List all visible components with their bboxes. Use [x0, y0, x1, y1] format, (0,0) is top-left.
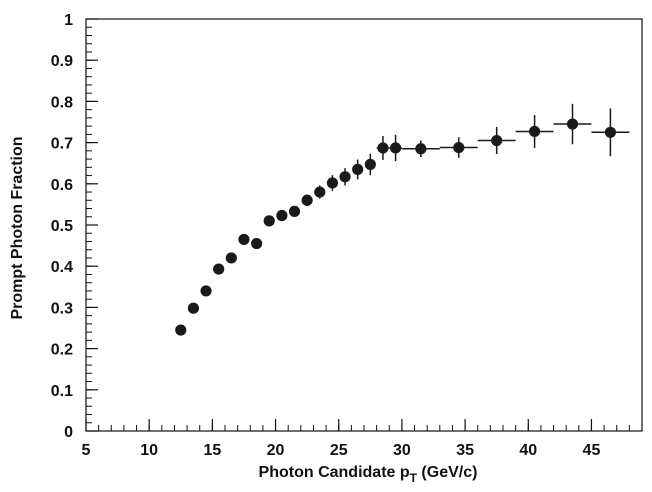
x-tick-label: 10: [140, 442, 158, 459]
x-axis-title: Photon Candidate pT (GeV/c): [259, 464, 478, 485]
plot-frame: [85, 18, 643, 432]
y-tick-label: 0.7: [51, 136, 73, 153]
data-point: [175, 324, 187, 336]
data-markers: [175, 118, 617, 336]
data-point: [604, 126, 617, 138]
data-point: [288, 205, 301, 218]
data-point: [276, 209, 288, 222]
data-point: [352, 163, 364, 175]
y-tick-label: 0.6: [51, 177, 73, 194]
y-tick-label: 0.1: [51, 383, 73, 400]
data-point: [250, 237, 263, 250]
y-tick-label: 0: [64, 424, 73, 441]
data-point: [528, 125, 541, 138]
data-point: [314, 186, 326, 198]
x-tick-label: 20: [267, 442, 285, 459]
data-point: [187, 302, 200, 314]
y-tick-labels: 0 0.1 0.2 0.3 0.4 0.5 0.6 0.7 0.8 0.9 1: [51, 12, 73, 441]
data-point: [326, 177, 339, 189]
data-point: [389, 142, 402, 154]
data-point: [566, 118, 579, 130]
y-tick-label: 0.8: [51, 94, 73, 111]
y-tick-label: 0.2: [51, 342, 73, 359]
data-point: [213, 263, 225, 275]
y-tick-label: 0.3: [51, 300, 73, 317]
x-axis-title-unit: (GeV/c): [417, 464, 477, 481]
data-point: [339, 171, 351, 183]
data-point: [364, 158, 376, 171]
x-tick-label: 15: [203, 442, 221, 459]
x-tick-label: 45: [583, 442, 601, 459]
y-axis-title: Prompt Photon Fraction: [9, 136, 26, 319]
x-tick-label: 5: [82, 442, 91, 459]
x-tick-labels: 5 10 15 20 25 30 35 40 45: [82, 442, 601, 459]
x-tick-label: 30: [393, 442, 411, 459]
data-point: [200, 285, 212, 297]
error-bars: [180, 103, 630, 333]
x-tick-label: 40: [519, 442, 537, 459]
y-tick-label: 0.9: [51, 53, 73, 70]
data-point: [225, 252, 237, 264]
data-point: [301, 194, 313, 206]
y-tick-label: 0.5: [51, 218, 73, 235]
data-point: [453, 141, 465, 154]
data-point: [377, 142, 389, 154]
x-axis-title-main: Photon Candidate p: [259, 464, 410, 481]
data-point: [491, 134, 503, 147]
y-tick-label: 1: [64, 12, 73, 29]
data-point: [263, 215, 275, 227]
data-point: [415, 143, 427, 155]
major-ticks: [85, 18, 593, 432]
x-tick-label: 35: [456, 442, 474, 459]
data-point: [238, 233, 250, 246]
x-axis-title-subscript: T: [410, 471, 418, 485]
y-tick-label: 0.4: [51, 259, 73, 276]
minor-ticks: [85, 18, 643, 432]
x-tick-label: 25: [330, 442, 348, 459]
